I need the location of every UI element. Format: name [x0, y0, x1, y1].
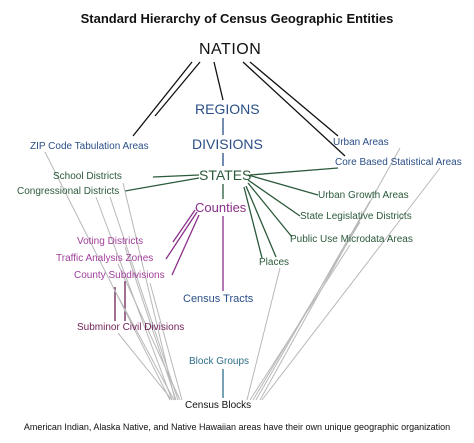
node-block-groups: Block Groups	[189, 356, 250, 367]
connector-line	[44, 151, 171, 401]
connector-line	[259, 147, 401, 401]
node-cbsa: Core Based Statistical Areas	[335, 157, 462, 168]
node-traffic-analysis-zones: Traffic Analysis Zones	[56, 253, 154, 264]
connector-line	[112, 286, 175, 401]
node-nation: NATION	[199, 41, 262, 58]
connector-line	[149, 282, 183, 401]
node-puma: Public Use Microdata Areas	[290, 234, 413, 245]
connector-line	[172, 209, 196, 243]
connector-lines	[44, 61, 441, 401]
connector-line	[242, 61, 346, 157]
connector-line	[247, 179, 301, 217]
connector-line	[132, 61, 193, 137]
connector-line	[243, 186, 263, 259]
connector-line	[165, 211, 198, 260]
connector-line	[152, 174, 200, 178]
node-states: STATES	[199, 167, 252, 183]
connector-line	[249, 167, 339, 176]
connector-line	[117, 263, 181, 401]
connector-line	[109, 196, 179, 401]
connector-line	[124, 246, 177, 401]
node-divisions: DIVISIONS	[192, 136, 263, 152]
node-zcta: ZIP Code Tabulation Areas	[30, 141, 149, 152]
node-urban-growth-areas: Urban Growth Areas	[318, 190, 409, 201]
node-subminor-civil-divisions: Subminor Civil Divisions	[77, 322, 185, 333]
node-county-subdivisions: County Subdivisions	[74, 270, 165, 281]
connector-line	[117, 332, 173, 401]
diagram-title: Standard Hierarchy of Census Geographic …	[80, 11, 394, 26]
node-census-blocks: Census Blocks	[185, 400, 252, 411]
node-urban-areas: Urban Areas	[333, 137, 389, 148]
connector-line	[245, 185, 277, 258]
node-congressional-districts: Congressional Districts	[17, 186, 120, 197]
connector-line	[252, 221, 361, 401]
diagram-footer: American Indian, Alaska Native, and Nati…	[23, 422, 451, 432]
connector-line	[261, 167, 441, 401]
node-regions: REGIONS	[195, 101, 260, 117]
node-census-tracts: Census Tracts	[183, 293, 254, 305]
connector-line	[213, 61, 224, 101]
node-places: Places	[259, 257, 290, 268]
node-state-legislative-districts: State Legislative Districts	[300, 211, 412, 222]
connector-line	[247, 182, 293, 238]
connector-line	[249, 61, 339, 137]
connector-line	[249, 244, 351, 401]
connector-line	[171, 214, 200, 276]
connector-line	[124, 177, 200, 192]
connector-line	[247, 174, 319, 196]
node-voting-districts: Voting Districts	[77, 236, 144, 247]
node-counties: Counties	[195, 200, 247, 215]
node-school-districts: School Districts	[53, 171, 122, 182]
connector-line	[246, 267, 281, 401]
connector-line	[154, 61, 201, 117]
